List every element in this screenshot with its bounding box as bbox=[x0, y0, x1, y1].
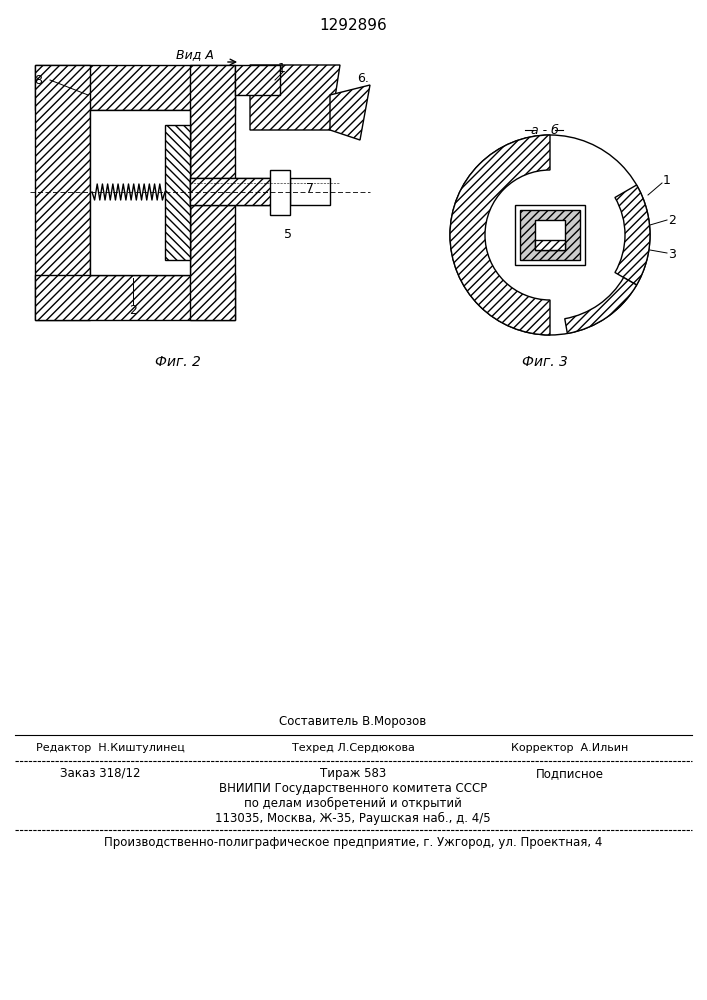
Polygon shape bbox=[90, 110, 190, 275]
Text: 113035, Москва, Ж-35, Раушская наб., д. 4/5: 113035, Москва, Ж-35, Раушская наб., д. … bbox=[215, 812, 491, 825]
Text: а - б: а - б bbox=[531, 123, 559, 136]
Text: Редактор  Н.Киштулинец: Редактор Н.Киштулинец bbox=[35, 743, 185, 753]
Text: Составитель В.Морозов: Составитель В.Морозов bbox=[279, 715, 426, 728]
Text: Фиг. 2: Фиг. 2 bbox=[155, 355, 201, 369]
Text: Вид А: Вид А bbox=[176, 48, 214, 62]
Polygon shape bbox=[190, 178, 330, 205]
Polygon shape bbox=[535, 220, 565, 250]
Text: 1: 1 bbox=[278, 62, 286, 75]
Polygon shape bbox=[35, 65, 235, 110]
Text: Подписное: Подписное bbox=[536, 767, 604, 780]
Text: Производственно-полиграфическое предприятие, г. Ужгород, ул. Проектная, 4: Производственно-полиграфическое предприя… bbox=[104, 836, 602, 849]
Text: 2: 2 bbox=[129, 304, 137, 316]
Polygon shape bbox=[165, 125, 190, 260]
Text: по делам изобретений и открытий: по делам изобретений и открытий bbox=[244, 797, 462, 810]
Polygon shape bbox=[35, 65, 90, 320]
Text: 3: 3 bbox=[668, 248, 676, 261]
Polygon shape bbox=[250, 65, 340, 130]
Wedge shape bbox=[565, 277, 636, 333]
Polygon shape bbox=[270, 170, 290, 215]
Polygon shape bbox=[190, 65, 235, 320]
Polygon shape bbox=[515, 205, 585, 265]
Circle shape bbox=[450, 135, 650, 335]
Text: 5: 5 bbox=[284, 229, 292, 241]
Text: 8: 8 bbox=[34, 74, 42, 87]
Text: Тираж 583: Тираж 583 bbox=[320, 767, 386, 780]
Text: Заказ 318/12: Заказ 318/12 bbox=[60, 767, 140, 780]
Polygon shape bbox=[330, 85, 370, 140]
Text: Фиг. 3: Фиг. 3 bbox=[522, 355, 568, 369]
Text: 1292896: 1292896 bbox=[319, 18, 387, 33]
Polygon shape bbox=[35, 275, 235, 320]
Polygon shape bbox=[520, 210, 580, 260]
Text: 2: 2 bbox=[668, 214, 676, 227]
Polygon shape bbox=[190, 178, 290, 205]
Polygon shape bbox=[235, 65, 280, 95]
Text: 1: 1 bbox=[663, 174, 671, 186]
Text: ВНИИПИ Государственного комитета СССР: ВНИИПИ Государственного комитета СССР bbox=[219, 782, 487, 795]
Text: 6.: 6. bbox=[357, 72, 369, 85]
Wedge shape bbox=[615, 185, 650, 285]
Text: Корректор  А.Ильин: Корректор А.Ильин bbox=[511, 743, 629, 753]
Text: 7: 7 bbox=[306, 182, 314, 194]
Wedge shape bbox=[450, 135, 550, 335]
Text: Техред Л.Сердюкова: Техред Л.Сердюкова bbox=[291, 743, 414, 753]
Polygon shape bbox=[535, 240, 565, 250]
